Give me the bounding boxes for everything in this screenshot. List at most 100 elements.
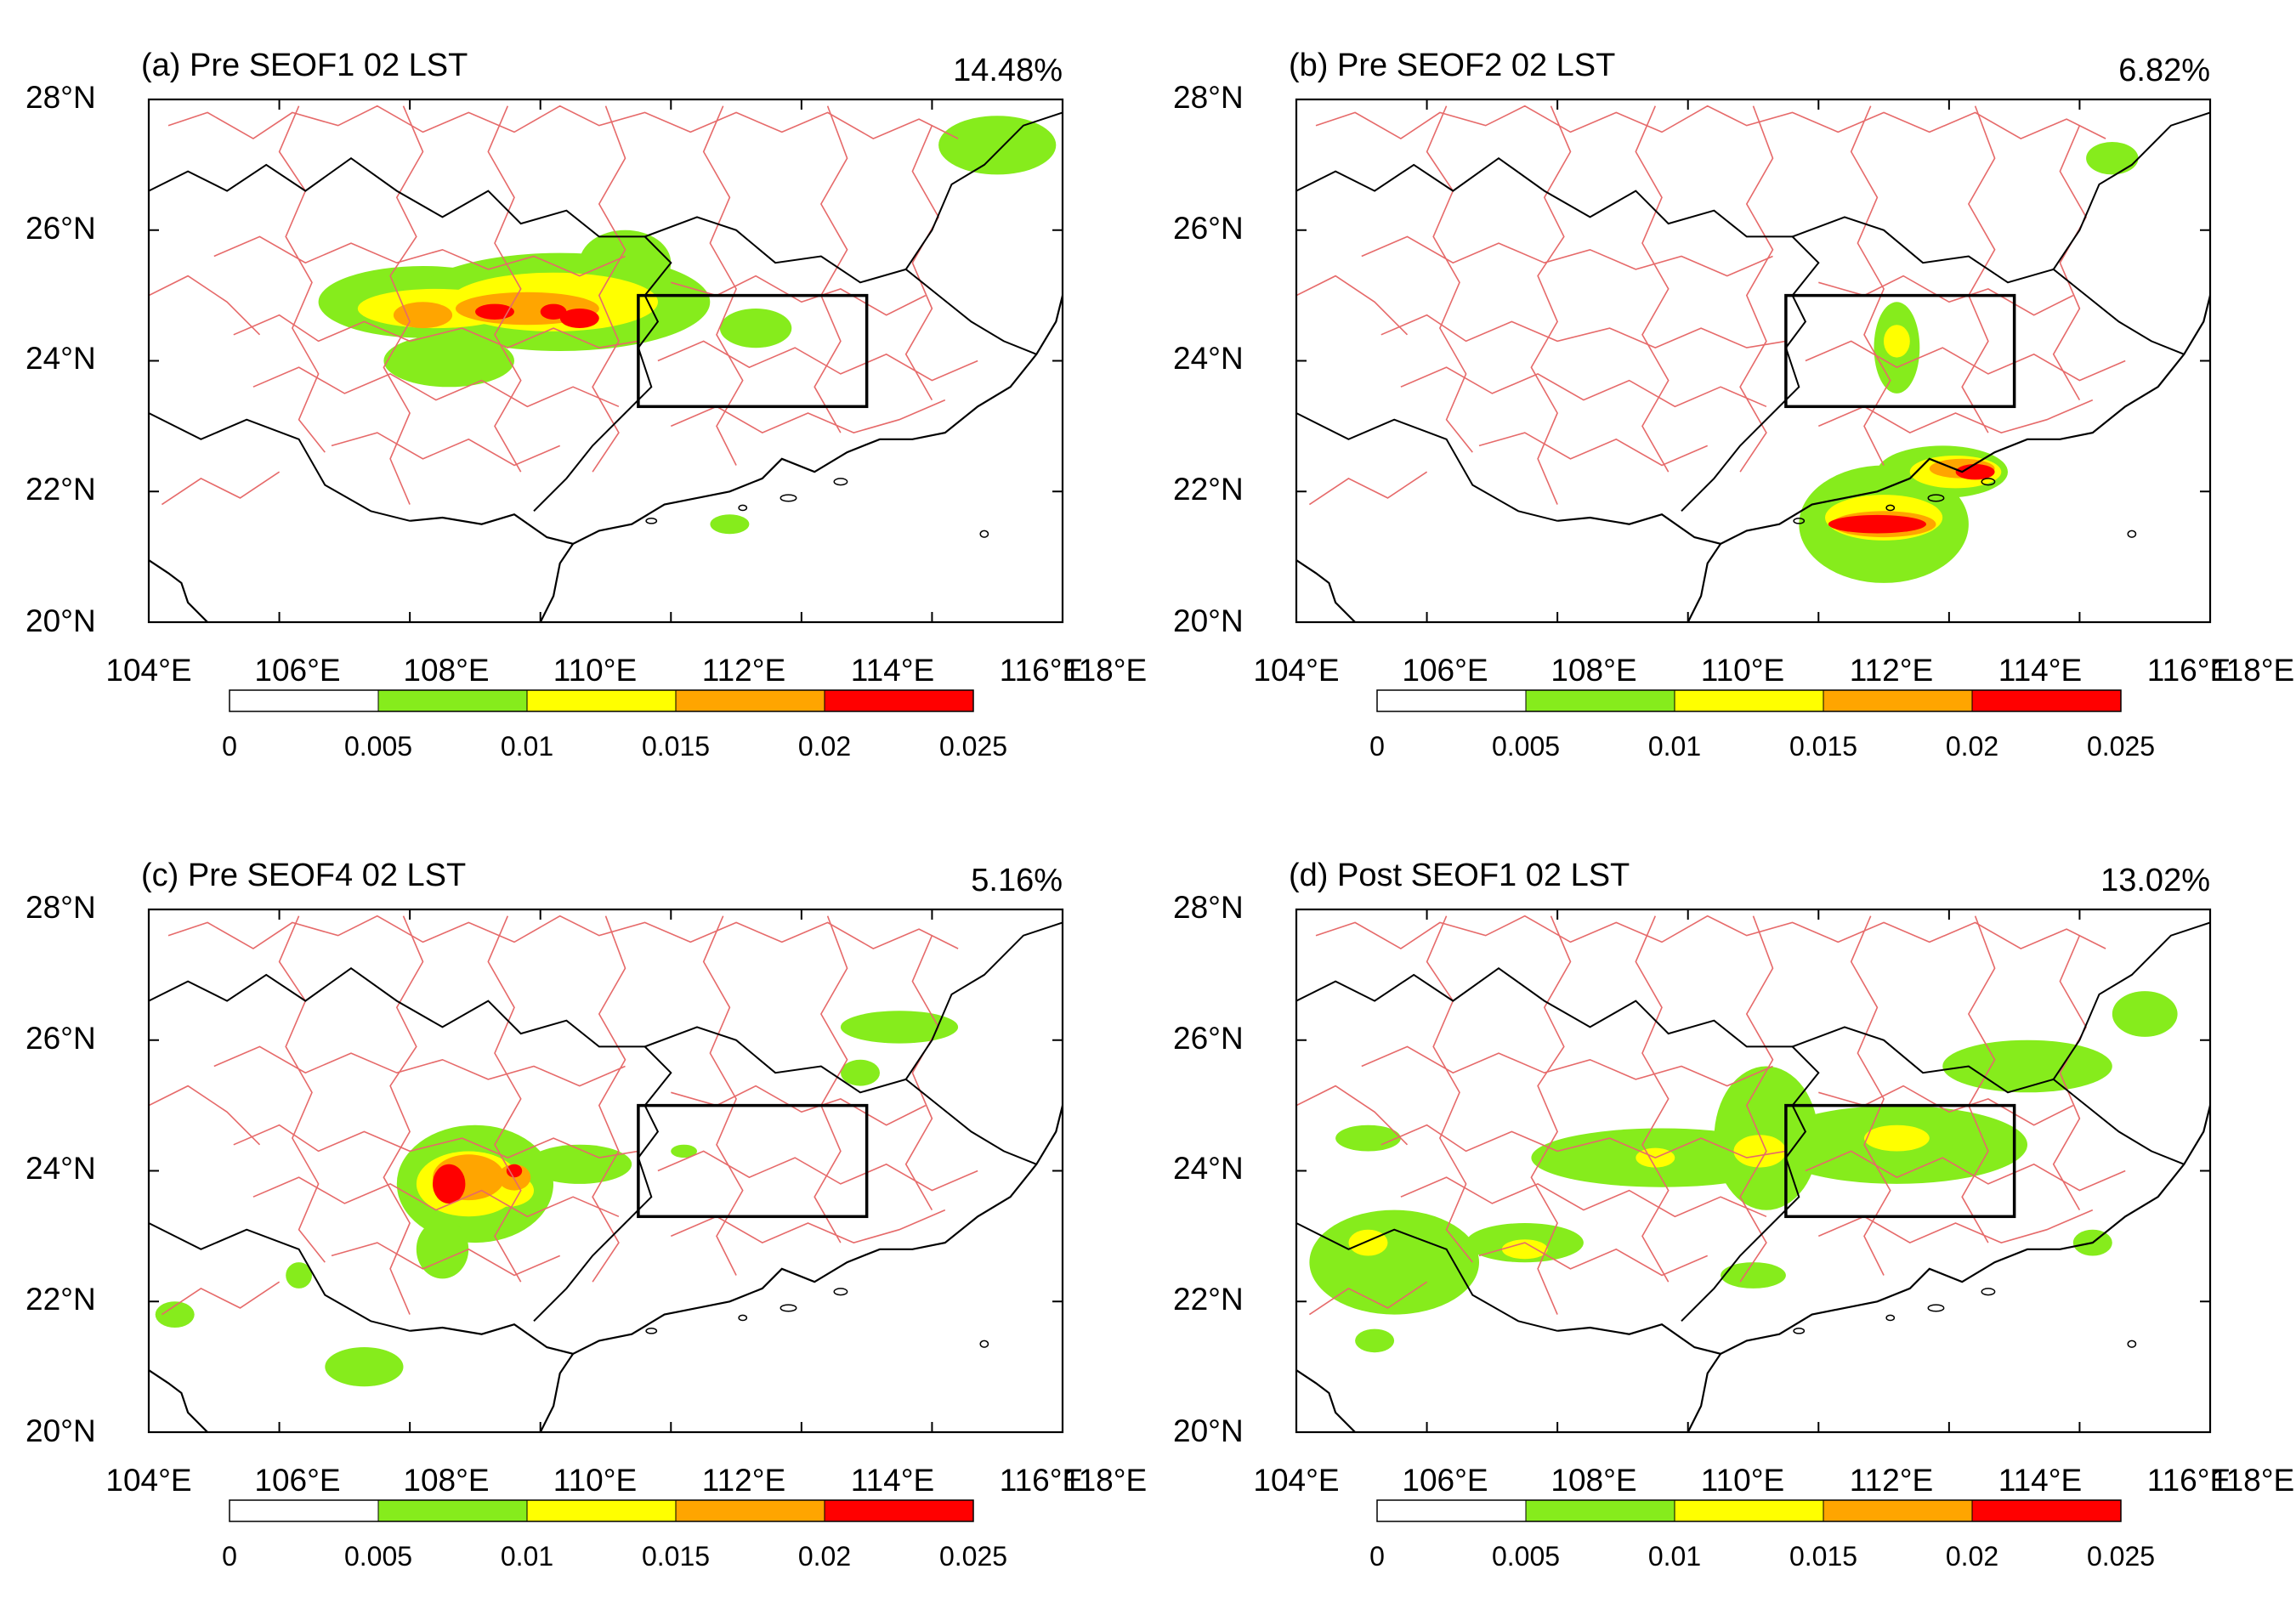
colorbar-label-001: 0.01 xyxy=(500,731,554,762)
province-boundary xyxy=(1380,314,1787,348)
colorbar-label-002: 0.02 xyxy=(797,1541,852,1572)
lat-label-26: 26°N xyxy=(1173,211,1244,246)
island xyxy=(1927,1304,1945,1312)
colorbar-segment-4 xyxy=(824,689,974,712)
lat-label-22: 22°N xyxy=(1173,472,1244,507)
country-boundary xyxy=(2052,111,2210,270)
colorbar-label-0: 0 xyxy=(1369,1541,1385,1572)
lon-label-114: 114°E xyxy=(1998,653,2083,688)
island xyxy=(780,1304,797,1312)
lat-label-20: 20°N xyxy=(1173,603,1244,638)
province-boundary xyxy=(904,125,940,400)
coastline xyxy=(149,559,208,622)
panel-a: (a) Pre SEOF1 02 LST 14.48% 28°N 26°N 24… xyxy=(0,0,1148,810)
colorbar-label-0025: 0.025 xyxy=(938,731,1008,762)
lon-label-106: 106°E xyxy=(1402,653,1488,688)
colorbar-frame xyxy=(229,1499,974,1522)
shading-level-1 xyxy=(1942,1039,2112,1093)
colorbar-label-0005: 0.005 xyxy=(1491,1541,1561,1572)
lon-label-108: 108°E xyxy=(1551,653,1637,688)
lat-label-26: 26°N xyxy=(26,211,96,246)
colorbar-label-0025: 0.025 xyxy=(2086,1541,2156,1572)
province-boundary xyxy=(1850,915,1891,1276)
colorbar-segment-2 xyxy=(526,689,677,712)
lat-label-24: 24°N xyxy=(1173,341,1244,376)
country-boundary xyxy=(904,921,1063,1080)
colorbar-segment-3 xyxy=(1823,1499,1973,1522)
colorbar-label-0: 0 xyxy=(222,1541,237,1572)
province-boundary xyxy=(167,915,959,950)
colorbar-frame xyxy=(1376,689,2122,712)
province-boundary xyxy=(1635,105,1670,473)
map-plot xyxy=(147,908,1064,1522)
colorbar-label-002: 0.02 xyxy=(797,731,852,762)
shading-level-4 xyxy=(540,303,567,320)
colorbar-label-0015: 0.015 xyxy=(641,731,711,762)
lon-label-116: 116°E xyxy=(999,653,1084,688)
island xyxy=(645,518,658,524)
island xyxy=(1981,1288,1996,1296)
shading-level-2 xyxy=(1501,1239,1548,1260)
coastline xyxy=(1296,1369,1356,1432)
province-boundary xyxy=(592,915,626,1283)
map-plot xyxy=(147,98,1064,712)
province-boundary xyxy=(2052,125,2088,400)
island xyxy=(833,1288,848,1296)
panel-title: (d) Post SEOF1 02 LST xyxy=(1289,858,1630,893)
colorbar-label-0015: 0.015 xyxy=(641,1541,711,1572)
map-plot xyxy=(1295,908,2212,1522)
province-boundary xyxy=(213,1045,626,1087)
colorbar-segment-4 xyxy=(1971,1499,2122,1522)
colorbar-segment-1 xyxy=(377,689,528,712)
coastline xyxy=(409,295,1063,545)
lon-label-114: 114°E xyxy=(1998,1463,2083,1498)
province-boundary xyxy=(702,105,744,466)
province-boundary xyxy=(1850,105,1891,466)
lon-label-110: 110°E xyxy=(553,653,638,688)
colorbar-segment-0 xyxy=(229,689,379,712)
province-boundary xyxy=(1308,1281,1428,1316)
colorbar-label-002: 0.02 xyxy=(1945,1541,1999,1572)
shading-level-1 xyxy=(840,1011,959,1044)
lon-label-110: 110°E xyxy=(1700,653,1785,688)
map-content xyxy=(149,915,1063,1432)
colorbar-label-0015: 0.015 xyxy=(1789,1541,1858,1572)
variance-percentage: 13.02% xyxy=(2100,863,2210,898)
map-plot xyxy=(1295,98,2212,712)
country-boundary xyxy=(904,111,1063,270)
lon-label-116: 116°E xyxy=(2146,653,2231,688)
shading-level-4 xyxy=(1828,514,1926,534)
lat-label-24: 24°N xyxy=(26,1151,96,1186)
province-boundary xyxy=(252,1176,620,1218)
coastline xyxy=(539,543,575,622)
province-boundary xyxy=(213,235,626,277)
shading-level-1 xyxy=(325,1347,404,1387)
colorbar-segment-0 xyxy=(1376,1499,1527,1522)
country-boundary xyxy=(149,1222,411,1332)
island xyxy=(1981,478,1996,486)
shading-level-1 xyxy=(416,1220,469,1279)
lon-label-108: 108°E xyxy=(1551,1463,1637,1498)
province-boundary xyxy=(1530,915,1572,1315)
province-boundary xyxy=(487,915,522,1283)
island xyxy=(979,530,989,538)
shading-level-1 xyxy=(719,309,792,348)
study-domain-box xyxy=(637,293,869,409)
panel-title: (c) Pre SEOF4 02 LST xyxy=(141,858,467,893)
lon-label-106: 106°E xyxy=(1402,1463,1488,1498)
shading-level-1 xyxy=(383,334,514,388)
province-boundary xyxy=(702,915,744,1276)
shading-level-2 xyxy=(1864,1124,1930,1152)
shading-level-4 xyxy=(506,1164,523,1178)
lon-label-104: 104°E xyxy=(1253,653,1340,688)
lat-label-28: 28°N xyxy=(1173,890,1244,925)
island xyxy=(1793,518,1806,524)
province-boundary xyxy=(1805,1150,2126,1192)
panel-b: (b) Pre SEOF2 02 LST 6.82% 28°N 26°N 24°… xyxy=(1148,0,2295,810)
variance-percentage: 6.82% xyxy=(2118,53,2210,88)
coastline xyxy=(539,1353,575,1432)
lat-label-20: 20°N xyxy=(26,603,96,638)
province-boundary xyxy=(1805,340,2126,382)
variance-percentage: 14.48% xyxy=(953,53,1063,88)
coastline xyxy=(1296,559,1356,622)
